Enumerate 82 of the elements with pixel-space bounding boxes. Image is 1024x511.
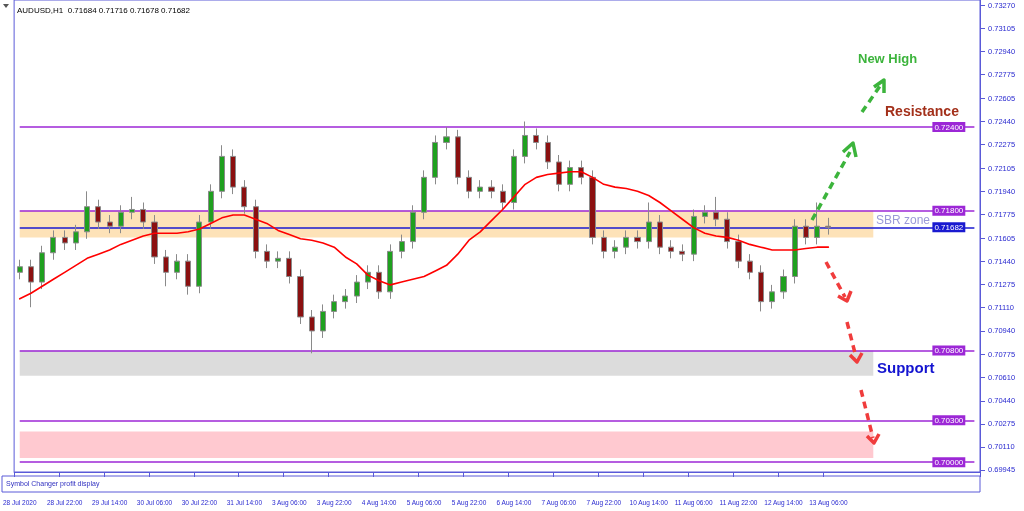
candlestick xyxy=(376,264,382,300)
candlestick xyxy=(623,229,629,255)
candlestick xyxy=(297,269,304,325)
candlestick xyxy=(792,218,798,284)
candlestick xyxy=(679,243,685,262)
candlestick xyxy=(455,129,461,185)
candlestick xyxy=(488,179,495,199)
annotation: New High xyxy=(858,51,918,66)
ref-line-label: 0.70300 xyxy=(934,415,964,425)
candlestick xyxy=(309,309,315,354)
candlestick xyxy=(275,250,281,269)
candlestick xyxy=(769,284,775,310)
ref-line-label: 0.71800 xyxy=(934,206,964,216)
candlestick xyxy=(668,239,674,259)
candlestick xyxy=(342,288,348,310)
candlestick xyxy=(477,179,483,199)
candlestick xyxy=(825,217,831,236)
candlestick xyxy=(28,259,34,308)
candlestick xyxy=(208,183,214,230)
candlestick xyxy=(241,179,247,215)
candlestick xyxy=(522,120,528,164)
candlestick xyxy=(634,229,641,250)
ref-line-label: 0.71682 xyxy=(934,222,964,232)
candlestick xyxy=(50,229,56,261)
candlestick xyxy=(84,190,90,240)
candlestick xyxy=(691,208,697,262)
candlestick xyxy=(387,243,393,300)
candlestick xyxy=(657,214,663,255)
candlestick xyxy=(95,199,101,230)
annotation: Resistance xyxy=(885,103,960,119)
candlestick xyxy=(814,201,820,245)
candlestick xyxy=(713,196,719,227)
candlestick xyxy=(747,253,753,280)
candlestick xyxy=(466,169,472,199)
candlestick xyxy=(443,126,450,150)
candlestick xyxy=(545,134,551,170)
candlestick xyxy=(589,169,596,245)
candlestick xyxy=(39,245,45,290)
candlestick xyxy=(646,201,652,250)
text: AUDUSD,H1 0.71684 0.71716 0.71678 0.71682 xyxy=(17,5,191,15)
candlestick xyxy=(73,224,79,251)
annotation: SBR zone xyxy=(876,213,931,227)
candlestick xyxy=(601,229,607,259)
candlestick xyxy=(219,144,225,199)
candlestick xyxy=(354,274,360,304)
candlestick xyxy=(421,169,427,220)
candlestick xyxy=(500,183,506,210)
candlestick xyxy=(196,214,202,294)
candlestick xyxy=(129,196,135,220)
candlestick xyxy=(410,204,416,250)
candlestick xyxy=(151,214,158,265)
candlestick xyxy=(253,199,259,259)
candlestick xyxy=(230,148,236,195)
candlestick xyxy=(320,303,326,339)
candlestick xyxy=(163,249,169,287)
candlestick xyxy=(107,214,113,234)
candlestick xyxy=(264,243,270,269)
candlestick xyxy=(185,253,191,296)
candlestick xyxy=(780,269,787,300)
candlestick xyxy=(702,204,708,224)
candlestick xyxy=(556,154,562,192)
line-series xyxy=(18,170,830,300)
ref-line-label: 0.70000 xyxy=(934,457,964,467)
ref-line-label: 0.72400 xyxy=(934,122,964,132)
candlestick xyxy=(758,264,764,312)
candlestick xyxy=(735,234,742,269)
candlestick xyxy=(612,239,618,259)
candlestick xyxy=(140,201,146,230)
candlestick xyxy=(118,204,124,234)
candlestick xyxy=(174,253,180,280)
candlestick xyxy=(399,234,405,259)
candlestick xyxy=(286,250,292,284)
candlestick xyxy=(511,148,517,210)
candlestick xyxy=(331,294,337,319)
candlestick xyxy=(803,218,809,245)
candlestick xyxy=(17,259,23,280)
candlestick xyxy=(724,211,730,250)
candlestick xyxy=(533,127,539,150)
ref-line-label: 0.70800 xyxy=(934,346,964,356)
candlestick xyxy=(62,229,68,251)
candlestick xyxy=(432,134,438,185)
annotation: Support xyxy=(877,359,935,376)
